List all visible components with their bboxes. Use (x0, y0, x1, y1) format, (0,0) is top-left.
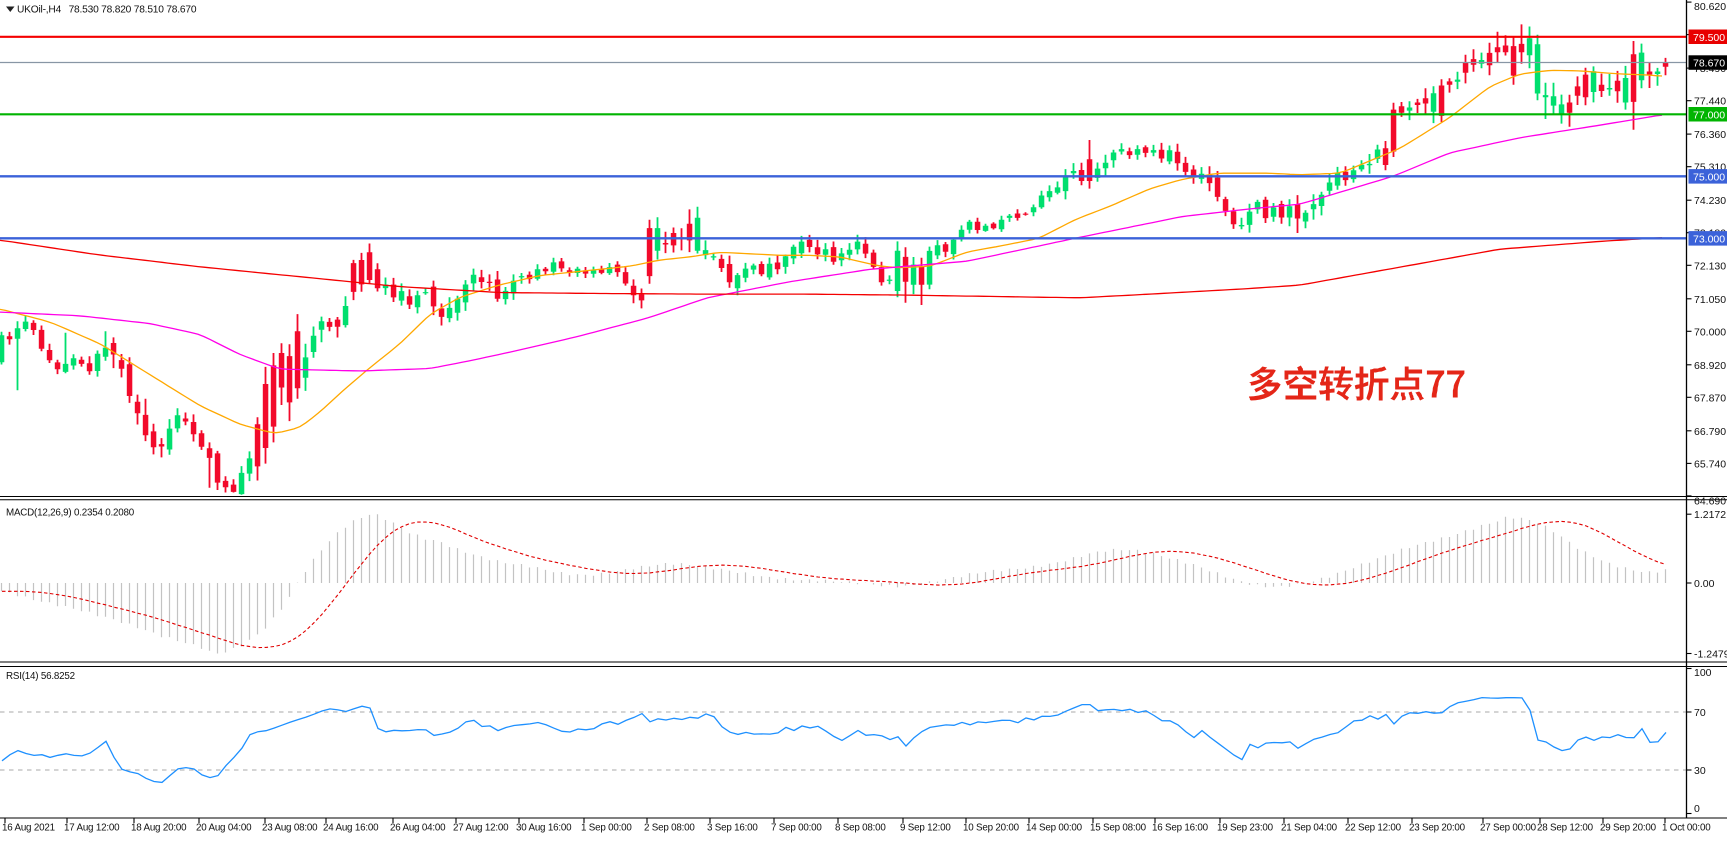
svg-text:9 Sep 12:00: 9 Sep 12:00 (900, 823, 951, 834)
svg-text:7 Sep 00:00: 7 Sep 00:00 (771, 823, 822, 834)
svg-text:65.740: 65.740 (1694, 458, 1726, 470)
svg-text:29 Sep 20:00: 29 Sep 20:00 (1600, 823, 1657, 834)
svg-text:23 Sep 20:00: 23 Sep 20:00 (1409, 823, 1466, 834)
svg-text:71.050: 71.050 (1694, 294, 1726, 306)
svg-text:66.790: 66.790 (1694, 426, 1726, 438)
svg-text:MACD(12,26,9) 0.2354 0.2080: MACD(12,26,9) 0.2354 0.2080 (6, 508, 135, 519)
svg-text:72.130: 72.130 (1694, 260, 1726, 272)
svg-text:17 Aug 12:00: 17 Aug 12:00 (64, 823, 120, 834)
svg-text:21 Sep 04:00: 21 Sep 04:00 (1281, 823, 1338, 834)
svg-text:26 Aug 04:00: 26 Aug 04:00 (390, 823, 446, 834)
svg-text:14 Sep 00:00: 14 Sep 00:00 (1026, 823, 1083, 834)
svg-text:-1.2479: -1.2479 (1694, 649, 1727, 661)
svg-text:23 Aug 08:00: 23 Aug 08:00 (262, 823, 318, 834)
svg-text:28 Sep 12:00: 28 Sep 12:00 (1537, 823, 1594, 834)
svg-text:1 Oct 00:00: 1 Oct 00:00 (1662, 823, 1711, 834)
svg-text:16 Aug 2021: 16 Aug 2021 (2, 823, 55, 834)
svg-text:73.000: 73.000 (1693, 234, 1725, 246)
svg-text:100: 100 (1694, 667, 1712, 679)
svg-text:10 Sep 20:00: 10 Sep 20:00 (963, 823, 1020, 834)
svg-text:0: 0 (1694, 803, 1700, 815)
svg-text:77.440: 77.440 (1694, 96, 1726, 108)
svg-text:UKOil-,H4 78.530 78.820 78.51: UKOil-,H4 78.530 78.820 78.510 78.670 (17, 5, 197, 16)
svg-text:78.670: 78.670 (1693, 58, 1725, 70)
svg-text:18 Aug 20:00: 18 Aug 20:00 (131, 823, 187, 834)
svg-text:1 Sep 00:00: 1 Sep 00:00 (581, 823, 632, 834)
svg-text:24 Aug 16:00: 24 Aug 16:00 (323, 823, 379, 834)
svg-text:74.230: 74.230 (1694, 195, 1726, 207)
svg-text:20 Aug 04:00: 20 Aug 04:00 (196, 823, 252, 834)
svg-text:79.500: 79.500 (1693, 32, 1725, 44)
svg-text:67.870: 67.870 (1694, 392, 1726, 404)
svg-text:15 Sep 08:00: 15 Sep 08:00 (1090, 823, 1147, 834)
svg-text:3 Sep 16:00: 3 Sep 16:00 (707, 823, 758, 834)
svg-text:64.690: 64.690 (1694, 496, 1726, 508)
svg-text:68.920: 68.920 (1694, 360, 1726, 372)
svg-text:30: 30 (1694, 765, 1706, 777)
svg-text:16 Sep 16:00: 16 Sep 16:00 (1152, 823, 1209, 834)
svg-text:77.000: 77.000 (1693, 110, 1725, 122)
svg-text:22 Sep 12:00: 22 Sep 12:00 (1345, 823, 1402, 834)
svg-text:8 Sep 08:00: 8 Sep 08:00 (835, 823, 886, 834)
svg-text:27 Sep 00:00: 27 Sep 00:00 (1480, 823, 1537, 834)
svg-text:27 Aug 12:00: 27 Aug 12:00 (453, 823, 509, 834)
svg-text:70.000: 70.000 (1694, 326, 1726, 338)
svg-text:RSI(14) 56.8252: RSI(14) 56.8252 (6, 671, 75, 682)
svg-text:30 Aug 16:00: 30 Aug 16:00 (516, 823, 572, 834)
svg-text:80.620: 80.620 (1694, 1, 1726, 13)
svg-text:1.2172: 1.2172 (1694, 509, 1726, 521)
svg-text:19 Sep 23:00: 19 Sep 23:00 (1217, 823, 1274, 834)
svg-text:70: 70 (1694, 707, 1706, 719)
svg-text:75.000: 75.000 (1693, 172, 1725, 184)
svg-text:0.00: 0.00 (1694, 578, 1715, 590)
svg-text:76.360: 76.360 (1694, 129, 1726, 141)
svg-text:2 Sep 08:00: 2 Sep 08:00 (644, 823, 695, 834)
